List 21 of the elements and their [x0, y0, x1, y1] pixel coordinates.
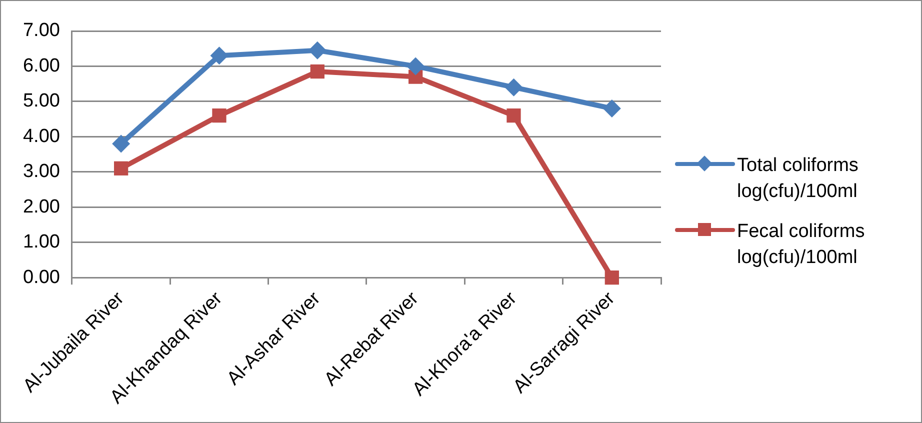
y-tick-label: 3.00: [22, 161, 60, 182]
point: [504, 78, 523, 96]
y-tick-label: 7.00: [22, 20, 60, 42]
point: [210, 46, 228, 65]
legend-label: Fecal coliforms log(cfu)/100ml: [737, 220, 866, 270]
legend-label: Total coliforms log(cfu)/100ml: [737, 154, 860, 204]
y-tick-label: 0.00: [22, 266, 60, 288]
point: [506, 108, 521, 123]
point: [310, 64, 324, 79]
point: [212, 108, 226, 123]
y-tick-label: 5.00: [22, 90, 60, 112]
point: [604, 270, 619, 285]
point: [114, 161, 128, 176]
point: [406, 57, 425, 76]
point: [602, 100, 621, 118]
y-tick-label: 1.00: [22, 232, 60, 253]
y-tick-label: 4.00: [22, 126, 60, 147]
point: [308, 41, 326, 60]
y-tick-label: 2.00: [22, 196, 60, 218]
y-tick-label: 6.00: [22, 55, 60, 76]
point: [112, 134, 130, 153]
